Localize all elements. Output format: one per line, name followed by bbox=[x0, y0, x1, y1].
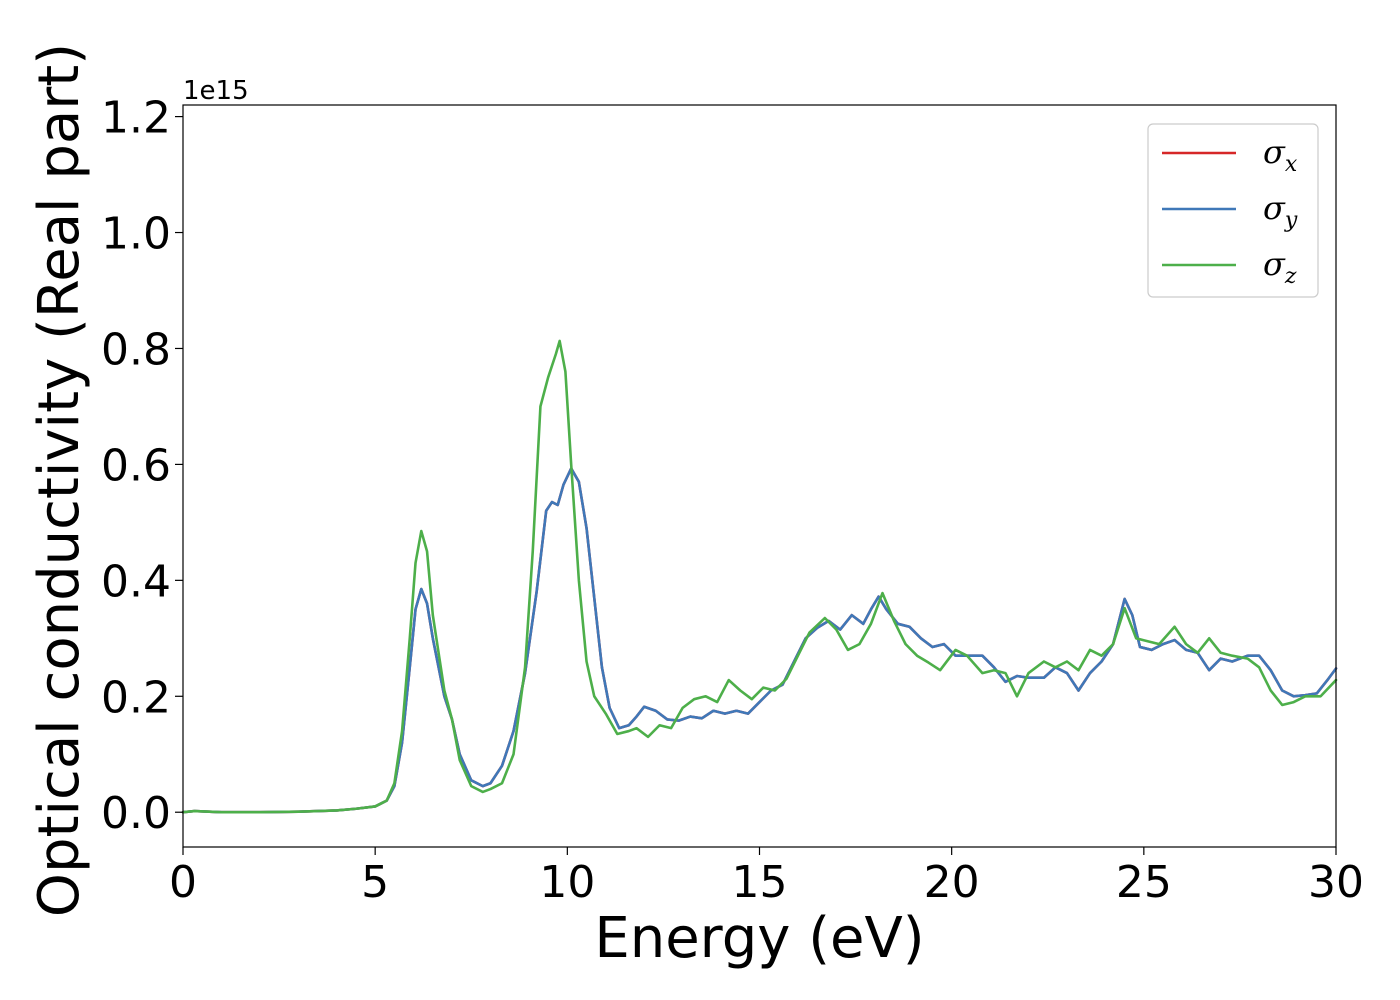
x-tick-label: 25 bbox=[1116, 857, 1172, 908]
x-axis-label: Energy (eV) bbox=[594, 906, 924, 971]
y-axis-label: Optical conductivity (Real part) bbox=[27, 43, 92, 917]
y-tick-label: 0.2 bbox=[101, 672, 171, 723]
x-tick-label: 30 bbox=[1308, 857, 1364, 908]
y-tick-label: 1.2 bbox=[101, 93, 171, 144]
x-tick-label: 20 bbox=[924, 857, 980, 908]
x-tick-label: 5 bbox=[361, 857, 389, 908]
y-offset-label: 1e15 bbox=[183, 76, 249, 106]
legend-subscript: y bbox=[1284, 208, 1298, 233]
x-tick-label: 15 bbox=[732, 857, 788, 908]
series-layer bbox=[181, 339, 1338, 814]
y-axis: 0.0 0.2 0.4 0.6 0.8 1.0 1.2 bbox=[101, 93, 183, 839]
x-tick-label: 0 bbox=[169, 857, 197, 908]
y-tick-label: 0.8 bbox=[101, 324, 171, 375]
y-tick-label: 0.4 bbox=[101, 556, 171, 607]
y-tick-label: 0.0 bbox=[101, 788, 171, 839]
legend-subscript: z bbox=[1284, 264, 1297, 289]
x-axis: 0 5 10 15 20 25 30 bbox=[169, 847, 1364, 908]
x-tick-label: 10 bbox=[539, 857, 595, 908]
series-line-z bbox=[181, 339, 1338, 814]
y-tick-label: 1.0 bbox=[101, 209, 171, 260]
legend-subscript: x bbox=[1285, 152, 1298, 177]
legend-box bbox=[1147, 123, 1319, 298]
y-tick-label: 0.6 bbox=[101, 440, 171, 491]
